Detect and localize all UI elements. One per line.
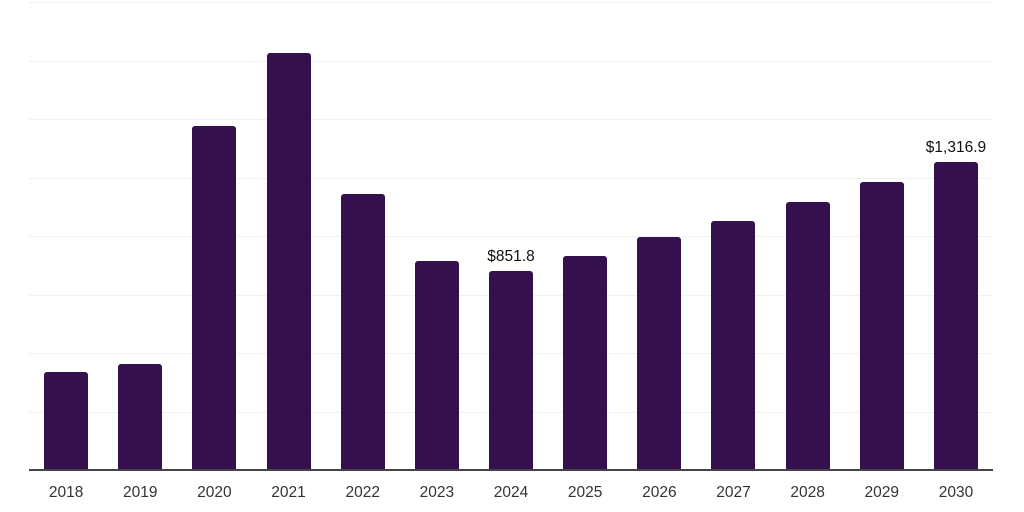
- bar-2018: [44, 371, 89, 470]
- bar-2028: [785, 202, 830, 470]
- bar-slot-2027: [696, 2, 770, 470]
- x-tick-2024: 2024: [493, 484, 529, 501]
- x-tick-2023: 2023: [419, 484, 455, 501]
- bar-2026: [637, 237, 682, 470]
- x-tick-2018: 2018: [48, 484, 84, 501]
- x-tick-2026: 2026: [642, 484, 677, 501]
- bars: $851.8 $1,316.9: [29, 2, 993, 470]
- bar-slot-2018: [29, 2, 103, 470]
- bar-2022: [340, 193, 385, 470]
- bar-2021: [266, 53, 311, 470]
- gridline-1500: [29, 119, 993, 120]
- bar-slot-2024: $851.8: [474, 2, 548, 470]
- bar-slot-2023: [400, 2, 474, 470]
- x-tick-2027: 2027: [716, 484, 751, 501]
- bar-slot-2022: [326, 2, 400, 470]
- gridline-2000: [29, 2, 993, 3]
- plot-area: $851.8 $1,316.9: [29, 2, 993, 470]
- bar-slot-2020: [177, 2, 251, 470]
- x-tick-2025: 2025: [567, 484, 603, 501]
- bar-2027: [711, 220, 756, 470]
- bar-slot-2029: [845, 2, 919, 470]
- gridline-1750: [29, 60, 993, 62]
- bar-slot-2028: [771, 2, 845, 470]
- bar-slot-2026: [622, 2, 696, 470]
- gridline-1250: [29, 177, 993, 179]
- bar-2023: [414, 260, 459, 470]
- bar-slot-2021: [251, 2, 325, 470]
- bar-2029: [859, 182, 904, 470]
- bar-2024: $851.8: [487, 249, 535, 470]
- value-label-2024: $851.8: [487, 248, 535, 266]
- gridline-1000: [29, 236, 993, 237]
- x-tick-2029: 2029: [864, 484, 900, 501]
- x-tick-2028: 2028: [790, 484, 825, 501]
- x-tick-2030: 2030: [938, 484, 974, 501]
- value-label-2030: $1,316.9: [925, 139, 987, 157]
- x-tick-2022: 2022: [345, 484, 380, 501]
- bar-slot-2025: [548, 2, 622, 470]
- bar-2020: [192, 126, 237, 470]
- bar-2025: [563, 255, 608, 470]
- bar-2030: $1,316.9: [926, 140, 986, 470]
- bar-slot-2030: $1,316.9: [919, 2, 993, 470]
- x-tick-2021: 2021: [271, 484, 306, 501]
- bar-slot-2019: [103, 2, 177, 470]
- x-axis-line: [29, 469, 993, 471]
- x-tick-2019: 2019: [122, 484, 158, 501]
- bar-2019: [118, 363, 163, 470]
- x-axis-labels: 2018 2019 2020 2021 2022 2023 2024 2025 2026 2027…: [29, 484, 993, 502]
- x-tick-2020: 2020: [197, 484, 232, 501]
